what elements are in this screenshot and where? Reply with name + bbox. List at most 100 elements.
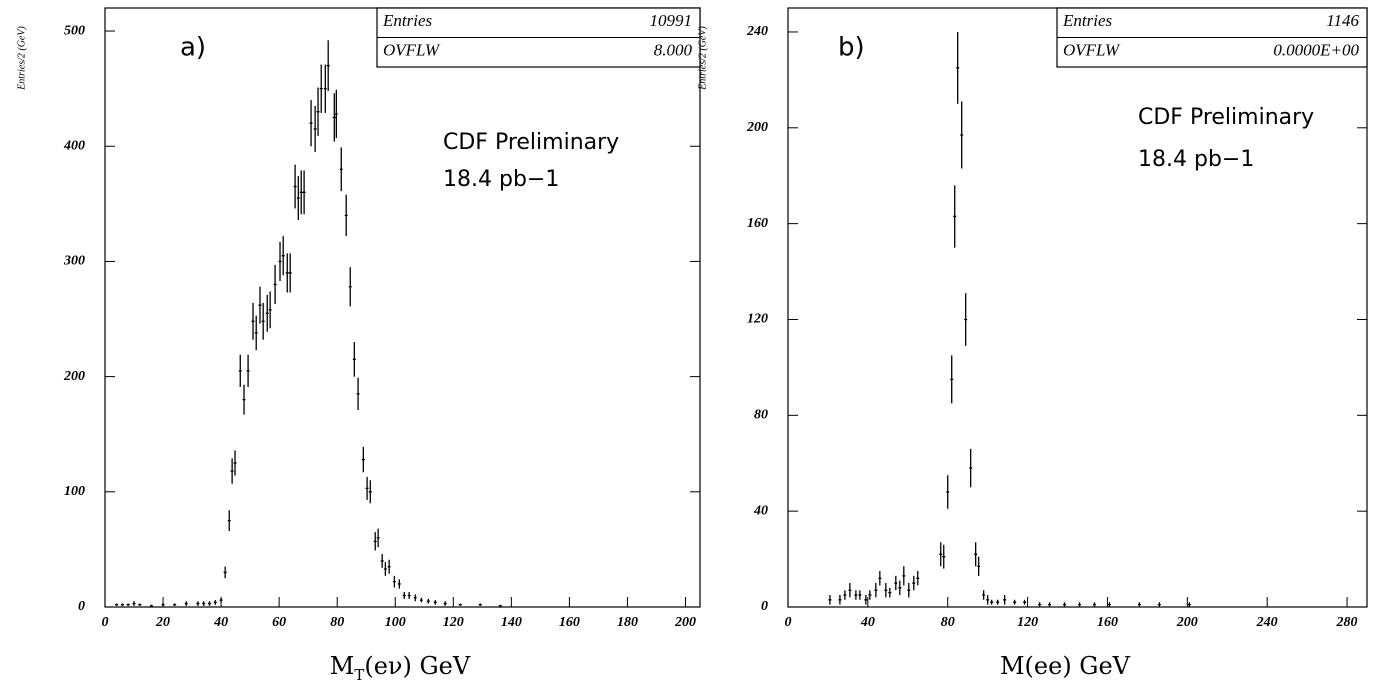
error-bar-point [1003, 595, 1007, 605]
error-bar-point [138, 603, 142, 606]
error-bar-point [982, 590, 986, 600]
error-bar-point [323, 64, 327, 113]
x-tick-label: 40 [213, 615, 228, 630]
x-tick-label: 60 [272, 615, 286, 630]
error-bar-point [281, 236, 285, 276]
y-tick-label: 200 [746, 120, 768, 135]
error-bar-point [373, 532, 377, 551]
error-bar-point [261, 302, 265, 340]
x-tick-label: 120 [1017, 615, 1038, 630]
error-bar-point [233, 450, 237, 476]
error-bar-point [950, 355, 954, 404]
error-bar-point [868, 590, 872, 600]
annotation: 18.4 pb−1 [443, 167, 559, 192]
error-bar-point [990, 599, 994, 605]
x-tick-label: 120 [443, 615, 464, 630]
error-bar-point [184, 601, 188, 606]
error-bar-point [288, 253, 292, 293]
x-axis-label-main: M [330, 652, 355, 680]
error-bar-point [953, 185, 957, 248]
error-bar-point [230, 458, 234, 484]
error-bar-point [1023, 599, 1027, 605]
error-bar-point [299, 170, 303, 215]
x-tick-label: 0 [785, 615, 792, 630]
error-bar-point [173, 603, 177, 606]
y-axis-label: Entries/2 (GeV) [697, 26, 708, 91]
error-bar-point [902, 566, 906, 586]
error-bar-point [196, 601, 200, 606]
error-bar-point [302, 170, 306, 215]
error-bar-point [964, 293, 968, 346]
error-bar-point [974, 542, 978, 567]
error-bar-point [223, 566, 227, 579]
error-bar-point [207, 601, 211, 606]
error-bar-point [115, 603, 119, 606]
error-bar-point [996, 599, 1000, 605]
y-tick-label: 400 [63, 138, 85, 153]
error-bar-point [1107, 602, 1111, 607]
error-bar-point [202, 601, 206, 606]
error-bar-point [132, 601, 136, 606]
error-bar-point [392, 575, 396, 588]
error-bar-point [894, 575, 898, 591]
x-tick-label: 180 [617, 615, 638, 630]
error-bar-point [334, 89, 338, 139]
error-bar-point [419, 597, 423, 603]
stats-name: Entries [1062, 11, 1112, 30]
error-bar-point [126, 603, 130, 606]
error-bar-point [348, 267, 352, 307]
error-bar-point [402, 592, 406, 599]
x-tick-label: 0 [102, 615, 109, 630]
error-bar-point [1048, 602, 1052, 607]
error-bar-point [969, 448, 973, 488]
error-bar-point [912, 575, 916, 591]
plot-frame [787, 7, 1368, 608]
y-tick-label: 120 [747, 312, 768, 327]
error-bar-point [161, 603, 165, 606]
error-bar-point [977, 556, 981, 576]
error-bar-point [986, 595, 990, 605]
x-tick-label: 160 [559, 615, 580, 630]
error-bar-point [960, 101, 964, 169]
y-tick-label: 80 [754, 408, 768, 423]
x-tick-label: 200 [1176, 615, 1198, 630]
error-bar-point [884, 583, 888, 598]
error-bar-point [426, 598, 430, 604]
error-bar-point [246, 354, 250, 387]
x-axis-label-main: M(ee) GeV [1000, 652, 1131, 680]
stats-value: 1146 [1326, 11, 1359, 30]
x-axis-label: M(ee) GeV [1000, 652, 1131, 680]
annotation: CDF Preliminary [443, 130, 619, 155]
stats-name: OVFLW [383, 40, 441, 59]
error-bar-point [238, 354, 242, 387]
error-bar-point [956, 31, 960, 104]
y-tick-label: 0 [761, 599, 768, 614]
error-bar-point [888, 587, 892, 598]
error-bar-point [383, 562, 387, 576]
error-bar-point [1038, 602, 1042, 607]
annotation: 18.4 pb−1 [1138, 147, 1254, 172]
error-bar-point [339, 147, 343, 192]
error-bar-point [1063, 602, 1067, 607]
error-bar-point [848, 583, 852, 598]
error-bar-point [365, 476, 369, 500]
error-bar-point [458, 603, 462, 606]
error-bar-point [1187, 602, 1191, 607]
error-bar-point [213, 600, 217, 605]
error-bar-point [478, 603, 482, 606]
annotation: CDF Preliminary [1138, 105, 1314, 130]
error-bar-point [1013, 599, 1017, 605]
error-bar-point [326, 40, 330, 91]
error-bar-point [907, 583, 911, 598]
error-bar-point [265, 294, 269, 332]
error-bar-point [1078, 602, 1081, 607]
y-tick-label: 200 [63, 369, 85, 384]
error-bar-point [344, 194, 348, 237]
error-bar-point [376, 528, 380, 548]
x-tick-label: 20 [155, 615, 170, 630]
error-bar-point [874, 583, 878, 598]
error-bar-point [242, 384, 246, 415]
error-bar-point [828, 595, 832, 605]
error-bar-point [1092, 602, 1096, 607]
x-axis-label-sub: T [354, 666, 364, 684]
